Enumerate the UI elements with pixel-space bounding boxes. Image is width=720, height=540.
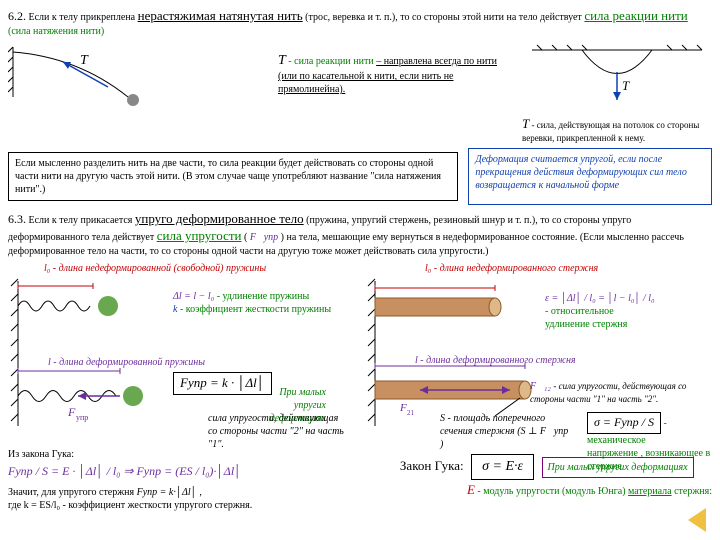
elastic-force-name: сила упругости xyxy=(157,228,242,243)
hooke-derive: Fупр / S = E · │Δl│ / l₀ ⇒ Fупр = (ES / … xyxy=(8,464,372,480)
prev-page-button[interactable] xyxy=(688,508,706,532)
eps-formula: ε = │Δl│ / l₀ = │l − l₀│ / l₀ xyxy=(545,293,655,304)
sec-num-62: 6.2. xyxy=(8,9,26,23)
k-desc: - коэффициент жесткости пружины xyxy=(180,304,331,315)
term-thread: нерастяжимая натянутая нить xyxy=(138,8,303,23)
E-desc-c: стержня: xyxy=(674,486,712,497)
svg-text:упр: упр xyxy=(76,413,88,422)
k-label: k xyxy=(173,304,177,315)
thread-right-illus: T T - сила, действующая на потолок со ст… xyxy=(522,42,712,145)
hooke-left: Из закона Гука: Fупр / S = E · │Δl│ / l₀… xyxy=(8,448,372,512)
act21: сила упругости, действующая со стороны ч… xyxy=(208,412,348,451)
spring-area: l₀ - длина недеформированной (свободной)… xyxy=(8,262,355,442)
Fupr-vec: F⃗упр xyxy=(250,232,278,243)
sigma-formula: σ = Fупр / S xyxy=(587,412,661,434)
sigma-desc-b: напряжение xyxy=(587,448,638,459)
sec62-intro-b: (трос, веревка и т. п.), то со стороны э… xyxy=(305,12,584,23)
sec63-intro-a: Если к телу прикасается xyxy=(29,215,135,226)
rod-l-label: l - длина деформированного стержня xyxy=(415,354,576,367)
rod-l0-label: l₀ - длина недеформированного стержня xyxy=(425,262,598,275)
force-aka: (сила натяжения нити) xyxy=(8,26,104,37)
thread-split-box: Если мысленно разделить нить на две част… xyxy=(8,152,458,201)
svg-text:F: F xyxy=(399,402,407,414)
eps-desc: - относительное удлинение стержня xyxy=(545,305,645,331)
section-6-3-heading: 6.3. Если к телу прикасается упруго дефо… xyxy=(8,211,712,258)
F12-sym: F⃗₁₂ xyxy=(530,381,551,392)
S-label: S - площадь поперечного сечения стержня … xyxy=(440,412,570,451)
dl-desc: - удлинение пружины xyxy=(217,291,309,302)
svg-text:F: F xyxy=(67,405,76,419)
elastic-def-text: Деформация считается упругой, если после… xyxy=(475,154,687,191)
F12-desc: - сила упругости, действующая со стороны… xyxy=(530,381,686,404)
hooke-law-formula: σ = E·ε xyxy=(471,454,534,480)
T-symbol: T xyxy=(278,53,286,68)
E-desc-b: материала xyxy=(628,486,672,497)
term-elastic-body: упруго деформированное тело xyxy=(135,211,304,226)
spring-l-label: l - длина деформированной пружины xyxy=(48,356,205,369)
delta-l-block: Δl = l − l₀ - удлинение пружины k - коэф… xyxy=(173,290,331,316)
arrow-left-icon xyxy=(688,508,706,532)
thread-split-text: Если мысленно разделить нить на две част… xyxy=(15,158,441,195)
rod-area: l₀ - длина недеформированного стержня F2… xyxy=(365,262,712,442)
T-description: T - сила реакции нити – направлена всегд… xyxy=(278,42,512,145)
svg-text:T: T xyxy=(622,78,630,93)
dl-formula: Δl = l − l₀ xyxy=(173,291,214,302)
E-desc-a: - модуль упругости (модуль Юнга) xyxy=(477,486,628,497)
thread-left-illus: T xyxy=(8,42,268,145)
thread-svg: T xyxy=(8,42,268,112)
spring-l0-label: l₀ - длина недеформированной (свободной)… xyxy=(44,262,266,275)
force-name-62: сила реакции нити xyxy=(584,8,687,23)
ceiling-svg: T xyxy=(522,42,712,112)
sec-num-63: 6.3. xyxy=(8,212,26,226)
sec62-intro-a: Если к телу прикреплена xyxy=(29,12,138,23)
hooke-therefore-a: Значит, для упругого стержня xyxy=(8,487,137,498)
elastic-def-box: Деформация считается упругой, если после… xyxy=(468,148,712,205)
hooke-therefore-b: Fупр = k·│Δl│ xyxy=(137,487,197,498)
T2-sym: T xyxy=(522,116,529,131)
sigma-block: σ = Fупр / S - механическое напряжение ,… xyxy=(587,412,712,473)
T-desc-title: - сила реакции нити xyxy=(288,56,373,67)
hooke-where: где k = ES/l₀ - коэффициент жесткости уп… xyxy=(8,499,372,512)
section-6-2-heading: 6.2. Если к телу прикреплена нерастяжима… xyxy=(8,8,712,38)
hooke-therefore-c: , xyxy=(199,487,202,498)
eps-block: ε = │Δl│ / l₀ = │l − l₀│ / l₀ - относите… xyxy=(545,292,655,331)
svg-text:T: T xyxy=(80,53,89,68)
svg-text:21: 21 xyxy=(407,409,415,417)
E-sym: E xyxy=(467,482,475,497)
hooke-law-label: Закон Гука: xyxy=(400,458,464,473)
F12-desc-block: F⃗₁₂ - сила упругости, действующая со ст… xyxy=(530,380,695,406)
T2-desc: - сила, действующая на потолок со сторон… xyxy=(522,120,699,143)
